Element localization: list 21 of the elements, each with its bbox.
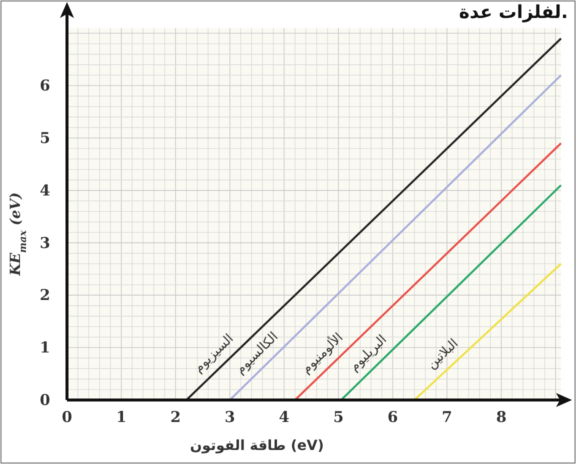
x-tick-label: 5: [333, 408, 344, 426]
x-tick-label: 6: [387, 408, 398, 426]
y-tick-label: 2: [40, 286, 50, 304]
text: البريليوم: [347, 332, 390, 375]
x-axis-title: طاقة الفوتون (eV): [190, 438, 324, 454]
x-tick-label: 1: [116, 408, 127, 426]
y-tick-label: 1: [40, 338, 50, 357]
x-tick-label: 8: [496, 408, 507, 426]
text: الألومنيوم: [298, 329, 346, 377]
x-tick-label: 7: [442, 408, 452, 426]
y-tick-label: 5: [40, 129, 50, 148]
text: البلاتين: [424, 336, 462, 372]
y-tick-label: 0: [40, 391, 50, 409]
y-tick-label: 3: [40, 234, 50, 252]
x-tick-label: 0: [62, 408, 72, 426]
x-tick-label: 4: [278, 408, 290, 426]
chart-title: لفلزات عدة.: [459, 2, 568, 23]
x-tick-label: 2: [170, 408, 181, 426]
y-tick-label: 4: [40, 181, 50, 200]
y-tick-label: 6: [40, 76, 50, 95]
x-tick-label: 3: [224, 408, 236, 426]
